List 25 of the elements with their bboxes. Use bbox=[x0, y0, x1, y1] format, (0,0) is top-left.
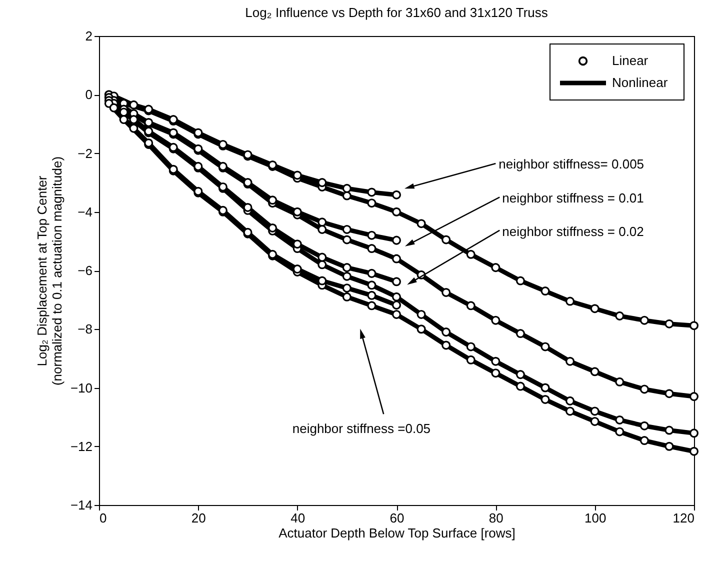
y-tick-label: −4 bbox=[78, 204, 92, 220]
chart-title: Log₂ Influence vs Depth for 31x60 and 31x120 Truss bbox=[245, 5, 548, 20]
x-tick-label: 20 bbox=[191, 510, 206, 526]
y-tick-label: −14 bbox=[70, 498, 92, 512]
y-tick-label: 0 bbox=[85, 87, 92, 102]
y-axis-title: Log₂ Displacement at Top Center (normalized to 0.1 actuation magnitude) bbox=[34, 156, 64, 386]
x-tick-label: 0 bbox=[100, 510, 107, 526]
x-tick-label: 60 bbox=[390, 510, 404, 526]
y-tick-label: −12 bbox=[70, 438, 92, 454]
annotation: neighbor stiffness = 0.01 bbox=[502, 190, 644, 206]
y-tick-label: −8 bbox=[78, 322, 92, 337]
x-tick-label: 100 bbox=[584, 510, 606, 526]
y-tick-label: −6 bbox=[78, 263, 92, 278]
y-tick-label: 2 bbox=[85, 28, 92, 44]
y-tick-label: −2 bbox=[78, 146, 92, 161]
y-tick-label: −10 bbox=[70, 380, 92, 396]
annotation: neighbor stiffness = 0.02 bbox=[502, 224, 644, 239]
annotation: neighbor stiffness =0.05 bbox=[292, 420, 431, 436]
x-tick-label: 80 bbox=[488, 510, 504, 526]
x-tick-label: 120 bbox=[672, 510, 694, 526]
legend-label: Nonlinear bbox=[612, 75, 668, 90]
annotation: neighbor stiffness= 0.005 bbox=[498, 156, 644, 172]
x-axis-title: Actuator Depth Below Top Surface [rows] bbox=[278, 526, 516, 540]
x-tick-label: 40 bbox=[290, 510, 306, 526]
legend-label: Linear bbox=[612, 53, 649, 68]
